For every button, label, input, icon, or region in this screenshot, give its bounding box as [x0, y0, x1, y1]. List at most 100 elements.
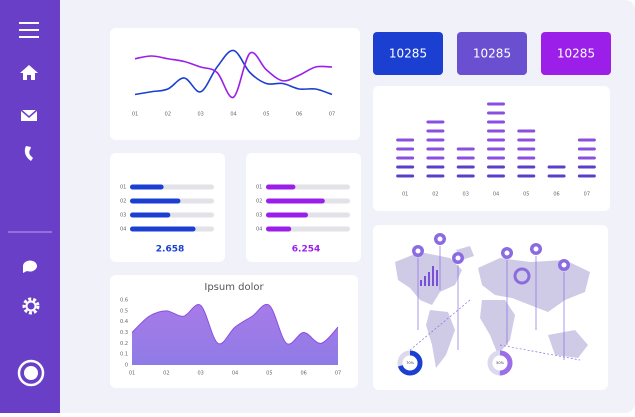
bar-segment: [517, 147, 536, 151]
bar-segment: [426, 147, 445, 151]
x-tick-label: 06: [296, 112, 302, 118]
y-tick-label: 0.6: [120, 298, 128, 304]
progress-card: [110, 153, 225, 262]
bar-segment: [426, 156, 445, 160]
x-tick-label: 07: [584, 192, 590, 198]
x-tick-label: 01: [129, 371, 135, 377]
bar-segment: [396, 174, 415, 178]
x-tick-label: 07: [329, 112, 335, 118]
map-pins: [409, 246, 581, 361]
x-tick-label: 06: [553, 192, 559, 198]
menu-icon[interactable]: [19, 22, 39, 38]
donut-center: [402, 355, 418, 371]
line-series: [134, 49, 333, 96]
line-series: [134, 51, 333, 99]
x-tick-label: 04: [232, 371, 238, 377]
bar-label: 02: [120, 199, 126, 205]
bar: [130, 184, 164, 190]
x-tick-label: 01: [132, 112, 138, 118]
bar-segment: [517, 165, 536, 169]
x-tick-label: 02: [165, 112, 171, 118]
bar: [266, 226, 292, 232]
bar: [547, 165, 566, 178]
bar-label: 01: [120, 185, 126, 191]
bar-segment: [547, 174, 566, 178]
bar-segment: [426, 120, 445, 124]
sidebar: [0, 0, 60, 413]
world-map: [395, 246, 590, 368]
map-mini-bars: [420, 266, 438, 286]
bar-segment: [426, 165, 445, 169]
bar-segment: [547, 165, 566, 169]
bar-segment: [577, 174, 596, 178]
chart-title: Ipsum dolor: [204, 282, 264, 293]
bar: [577, 138, 596, 178]
kpi-value: 10285: [557, 47, 595, 61]
x-tick-label: 07: [335, 371, 341, 377]
bar: [130, 212, 171, 218]
bar-segment: [396, 147, 415, 151]
bar-label: 03: [120, 213, 126, 219]
bar-segment: [577, 147, 596, 151]
bar-segment: [487, 102, 505, 106]
bar: [130, 198, 181, 204]
x-tick-label: 04: [493, 192, 499, 198]
bar: [426, 120, 445, 178]
kpi-box: [541, 32, 611, 75]
donut-arc: [397, 350, 423, 376]
x-tick-label: 02: [432, 192, 438, 198]
bar: [130, 226, 196, 232]
y-tick-label: 0.3: [120, 330, 128, 336]
x-tick-label: 05: [263, 112, 269, 118]
y-tick-label: 0: [125, 363, 128, 369]
y-tick-label: 0.2: [120, 341, 128, 347]
settings-icon[interactable]: [22, 297, 40, 315]
bar: [487, 102, 505, 178]
home-icon[interactable]: [20, 65, 38, 80]
x-tick-label: 01: [402, 192, 408, 198]
y-tick-label: 0.5: [120, 308, 128, 314]
x-tick-label: 02: [163, 371, 169, 377]
bar-label: 01: [256, 185, 262, 191]
area-line: [131, 303, 339, 345]
bar: [266, 184, 296, 190]
bar-segment: [456, 165, 475, 169]
chat-icon[interactable]: [23, 260, 37, 273]
bar-segment: [396, 138, 415, 142]
bar-segment: [456, 174, 475, 178]
bar-segment: [517, 138, 536, 142]
mail-icon[interactable]: [20, 109, 38, 121]
x-tick-label: 03: [197, 112, 203, 118]
x-tick-label: 05: [523, 192, 529, 198]
bar-segment: [487, 156, 505, 160]
bar-segment: [426, 174, 445, 178]
phone-icon[interactable]: [24, 146, 33, 161]
kpi-box: [457, 32, 527, 75]
bar: [517, 129, 536, 178]
bar-segment: [396, 165, 415, 169]
area: [132, 304, 338, 365]
total-value: 2.658: [156, 245, 184, 255]
bar-segment: [487, 111, 505, 115]
map-pin-dots: [415, 236, 567, 268]
total-value: 6.254: [292, 245, 320, 255]
donut-label: 70%: [406, 361, 414, 365]
line-chart-card: [110, 28, 360, 140]
bar-segment: [426, 138, 445, 142]
donut-label: 50%: [496, 361, 504, 365]
bar-label: 03: [256, 213, 262, 219]
bar-segment: [487, 129, 505, 133]
bar-segment: [487, 174, 505, 178]
bar: [396, 138, 415, 178]
bar-segment: [456, 147, 475, 151]
kpi-value: 10285: [473, 47, 511, 61]
bar-segment: [487, 147, 505, 151]
x-tick-label: 03: [463, 192, 469, 198]
y-tick-label: 0.1: [120, 352, 128, 358]
bar-label: 04: [120, 227, 126, 233]
bar-label: 02: [256, 199, 262, 205]
y-tick-label: 0.4: [120, 319, 128, 325]
bar-segment: [517, 174, 536, 178]
record-button[interactable]: [17, 359, 45, 387]
